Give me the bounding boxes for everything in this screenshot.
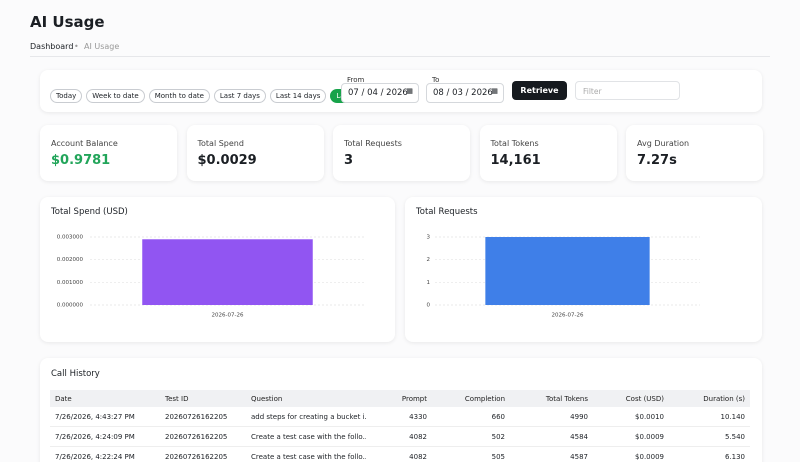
history-table: Date Test ID Question Prompt Completion Total… xyxy=(50,390,750,462)
stat-card: Account Balance $0.9781 xyxy=(40,125,177,181)
table-cell: 4587 xyxy=(510,446,593,462)
table-cell: 4990 xyxy=(510,407,593,427)
column-header: Cost (USD) xyxy=(593,390,669,407)
table-cell: Create a test case with the follo... xyxy=(246,446,366,462)
to-date[interactable]: 08 / 03 / 2026 ▦ xyxy=(426,83,504,103)
table-row[interactable]: 7/26/2026, 4:24:09 PM 20260726162205 Creat… xyxy=(50,426,750,447)
range-button[interactable]: Today xyxy=(50,89,83,103)
stat-value: $0.0029 xyxy=(197,153,257,168)
table-cell: 502 xyxy=(432,426,510,447)
range-button[interactable]: Week to date xyxy=(86,89,145,103)
divider xyxy=(30,56,770,57)
column-header: Prompt xyxy=(366,390,432,407)
y-tick-label: 0.002000 xyxy=(57,257,84,263)
table-cell: 20260726162205 xyxy=(160,426,246,447)
table-cell: $0.0010 xyxy=(593,407,669,427)
column-header: Duration (s) xyxy=(669,390,750,407)
table-cell: 20260726162205 xyxy=(160,446,246,462)
table-cell: 10.140 xyxy=(669,407,750,427)
y-tick-label: 2 xyxy=(427,257,431,263)
table-cell: Create a test case with the follo... xyxy=(246,426,366,447)
column-header: Total Tokens xyxy=(510,390,593,407)
to-label: To xyxy=(432,76,440,84)
stat-label: Total Tokens xyxy=(490,139,539,148)
breadcrumb-current: AI Usage xyxy=(84,42,120,51)
breadcrumb-sep: • xyxy=(74,42,79,51)
stat-label: Account Balance xyxy=(51,139,118,148)
table-head: Date Test ID Question Prompt Completion Total… xyxy=(50,390,750,407)
y-tick-label: 3 xyxy=(427,235,431,241)
from-date[interactable]: 07 / 04 / 2026 ▦ xyxy=(341,83,419,103)
stat-label: Avg Duration xyxy=(637,139,690,148)
calendar-icon: ▦ xyxy=(406,87,413,95)
to-value: 08 / 03 / 2026 xyxy=(433,88,493,98)
table-cell: $0.0009 xyxy=(593,446,669,462)
header-row: Date Test ID Question Prompt Completion Total… xyxy=(50,390,750,407)
table-cell: 4082 xyxy=(366,446,432,462)
table-row[interactable]: 7/26/2026, 4:43:27 PM 20260726162205 add s… xyxy=(50,407,750,427)
table-card: Call History Date Test ID Question Prompt Co… xyxy=(40,358,762,462)
y-tick-label: 1 xyxy=(427,280,431,286)
calendar-icon: ▦ xyxy=(491,87,498,95)
bar xyxy=(485,237,650,305)
table-cell: 20260726162205 xyxy=(160,407,246,427)
table-cell: 660 xyxy=(432,407,510,427)
column-header: Test ID xyxy=(160,390,246,407)
chart-card: Total Spend (USD) 0.000000 0.001000 0.0020… xyxy=(40,197,395,342)
table-cell: 4330 xyxy=(366,407,432,427)
range-button[interactable]: Last 7 days xyxy=(213,89,266,103)
y-tick-label: 0.001000 xyxy=(57,280,84,286)
page-title: AI Usage xyxy=(30,13,105,31)
from-value: 07 / 04 / 2026 xyxy=(348,88,408,98)
range-buttons: Today Week to date Month to date Last 7 day… xyxy=(50,83,391,103)
x-tick-label: 2026-07-26 xyxy=(552,313,584,319)
table-cell: 7/26/2026, 4:24:09 PM xyxy=(50,426,160,447)
table-cell: 7/26/2026, 4:22:24 PM xyxy=(50,446,160,462)
stat-card: Avg Duration 7.27s xyxy=(626,125,763,181)
stat-value: 7.27s xyxy=(637,153,677,168)
table-cell: 4082 xyxy=(366,426,432,447)
from-label: From xyxy=(347,76,365,84)
breadcrumb-link[interactable]: Dashboard xyxy=(30,42,74,51)
range-button[interactable]: Last 14 days xyxy=(269,89,327,103)
table-cell: 6.130 xyxy=(669,446,750,462)
table-cell: 505 xyxy=(432,446,510,462)
stat-card: Total Spend $0.0029 xyxy=(186,125,324,181)
table-cell: 7/26/2026, 4:43:27 PM xyxy=(50,407,160,427)
retrieve-button[interactable]: Retrieve xyxy=(512,81,567,100)
y-tick-label: 0.000000 xyxy=(57,303,84,309)
chart-card: Total Requests 0 1 2 3 2026-07-26 xyxy=(405,197,762,342)
table-cell: 4584 xyxy=(510,426,593,447)
stat-card: Total Requests 3 xyxy=(333,125,470,181)
stat-card: Total Tokens 14,161 xyxy=(479,125,617,181)
chart: 0.000000 0.001000 0.002000 0.003000 2026-07-… xyxy=(57,235,365,319)
table-title: Call History xyxy=(51,369,100,379)
stat-value: $0.9781 xyxy=(51,153,111,168)
filter-card: Today Week to date Month to date Last 7 day… xyxy=(40,70,762,112)
x-tick-label: 2026-07-26 xyxy=(212,313,244,319)
chart-title: Total Requests xyxy=(416,207,478,217)
stat-label: Total Requests xyxy=(344,139,402,148)
stat-value: 3 xyxy=(344,153,354,168)
stat-value: 14,161 xyxy=(490,153,541,168)
filter-input[interactable]: Filter xyxy=(575,81,680,100)
bar xyxy=(142,239,313,305)
stat-label: Total Spend xyxy=(197,139,244,148)
y-tick-label: 0 xyxy=(427,303,431,309)
column-header: Date xyxy=(50,390,160,407)
chart: 0 1 2 3 2026-07-26 xyxy=(427,235,700,319)
chart-title: Total Spend (USD) xyxy=(51,207,128,217)
column-header: Completion xyxy=(432,390,510,407)
table-body: 7/26/2026, 4:43:27 PM 20260726162205 add s… xyxy=(50,407,750,462)
y-tick-label: 0.003000 xyxy=(57,235,84,241)
range-button[interactable]: Month to date xyxy=(148,89,210,103)
column-header: Question xyxy=(246,390,366,407)
table-cell: $0.0009 xyxy=(593,426,669,447)
table-cell: add steps for creating a bucket i... xyxy=(246,407,366,427)
table-cell: 5.540 xyxy=(669,426,750,447)
table-row[interactable]: 7/26/2026, 4:22:24 PM 20260726162205 Creat… xyxy=(50,446,750,462)
